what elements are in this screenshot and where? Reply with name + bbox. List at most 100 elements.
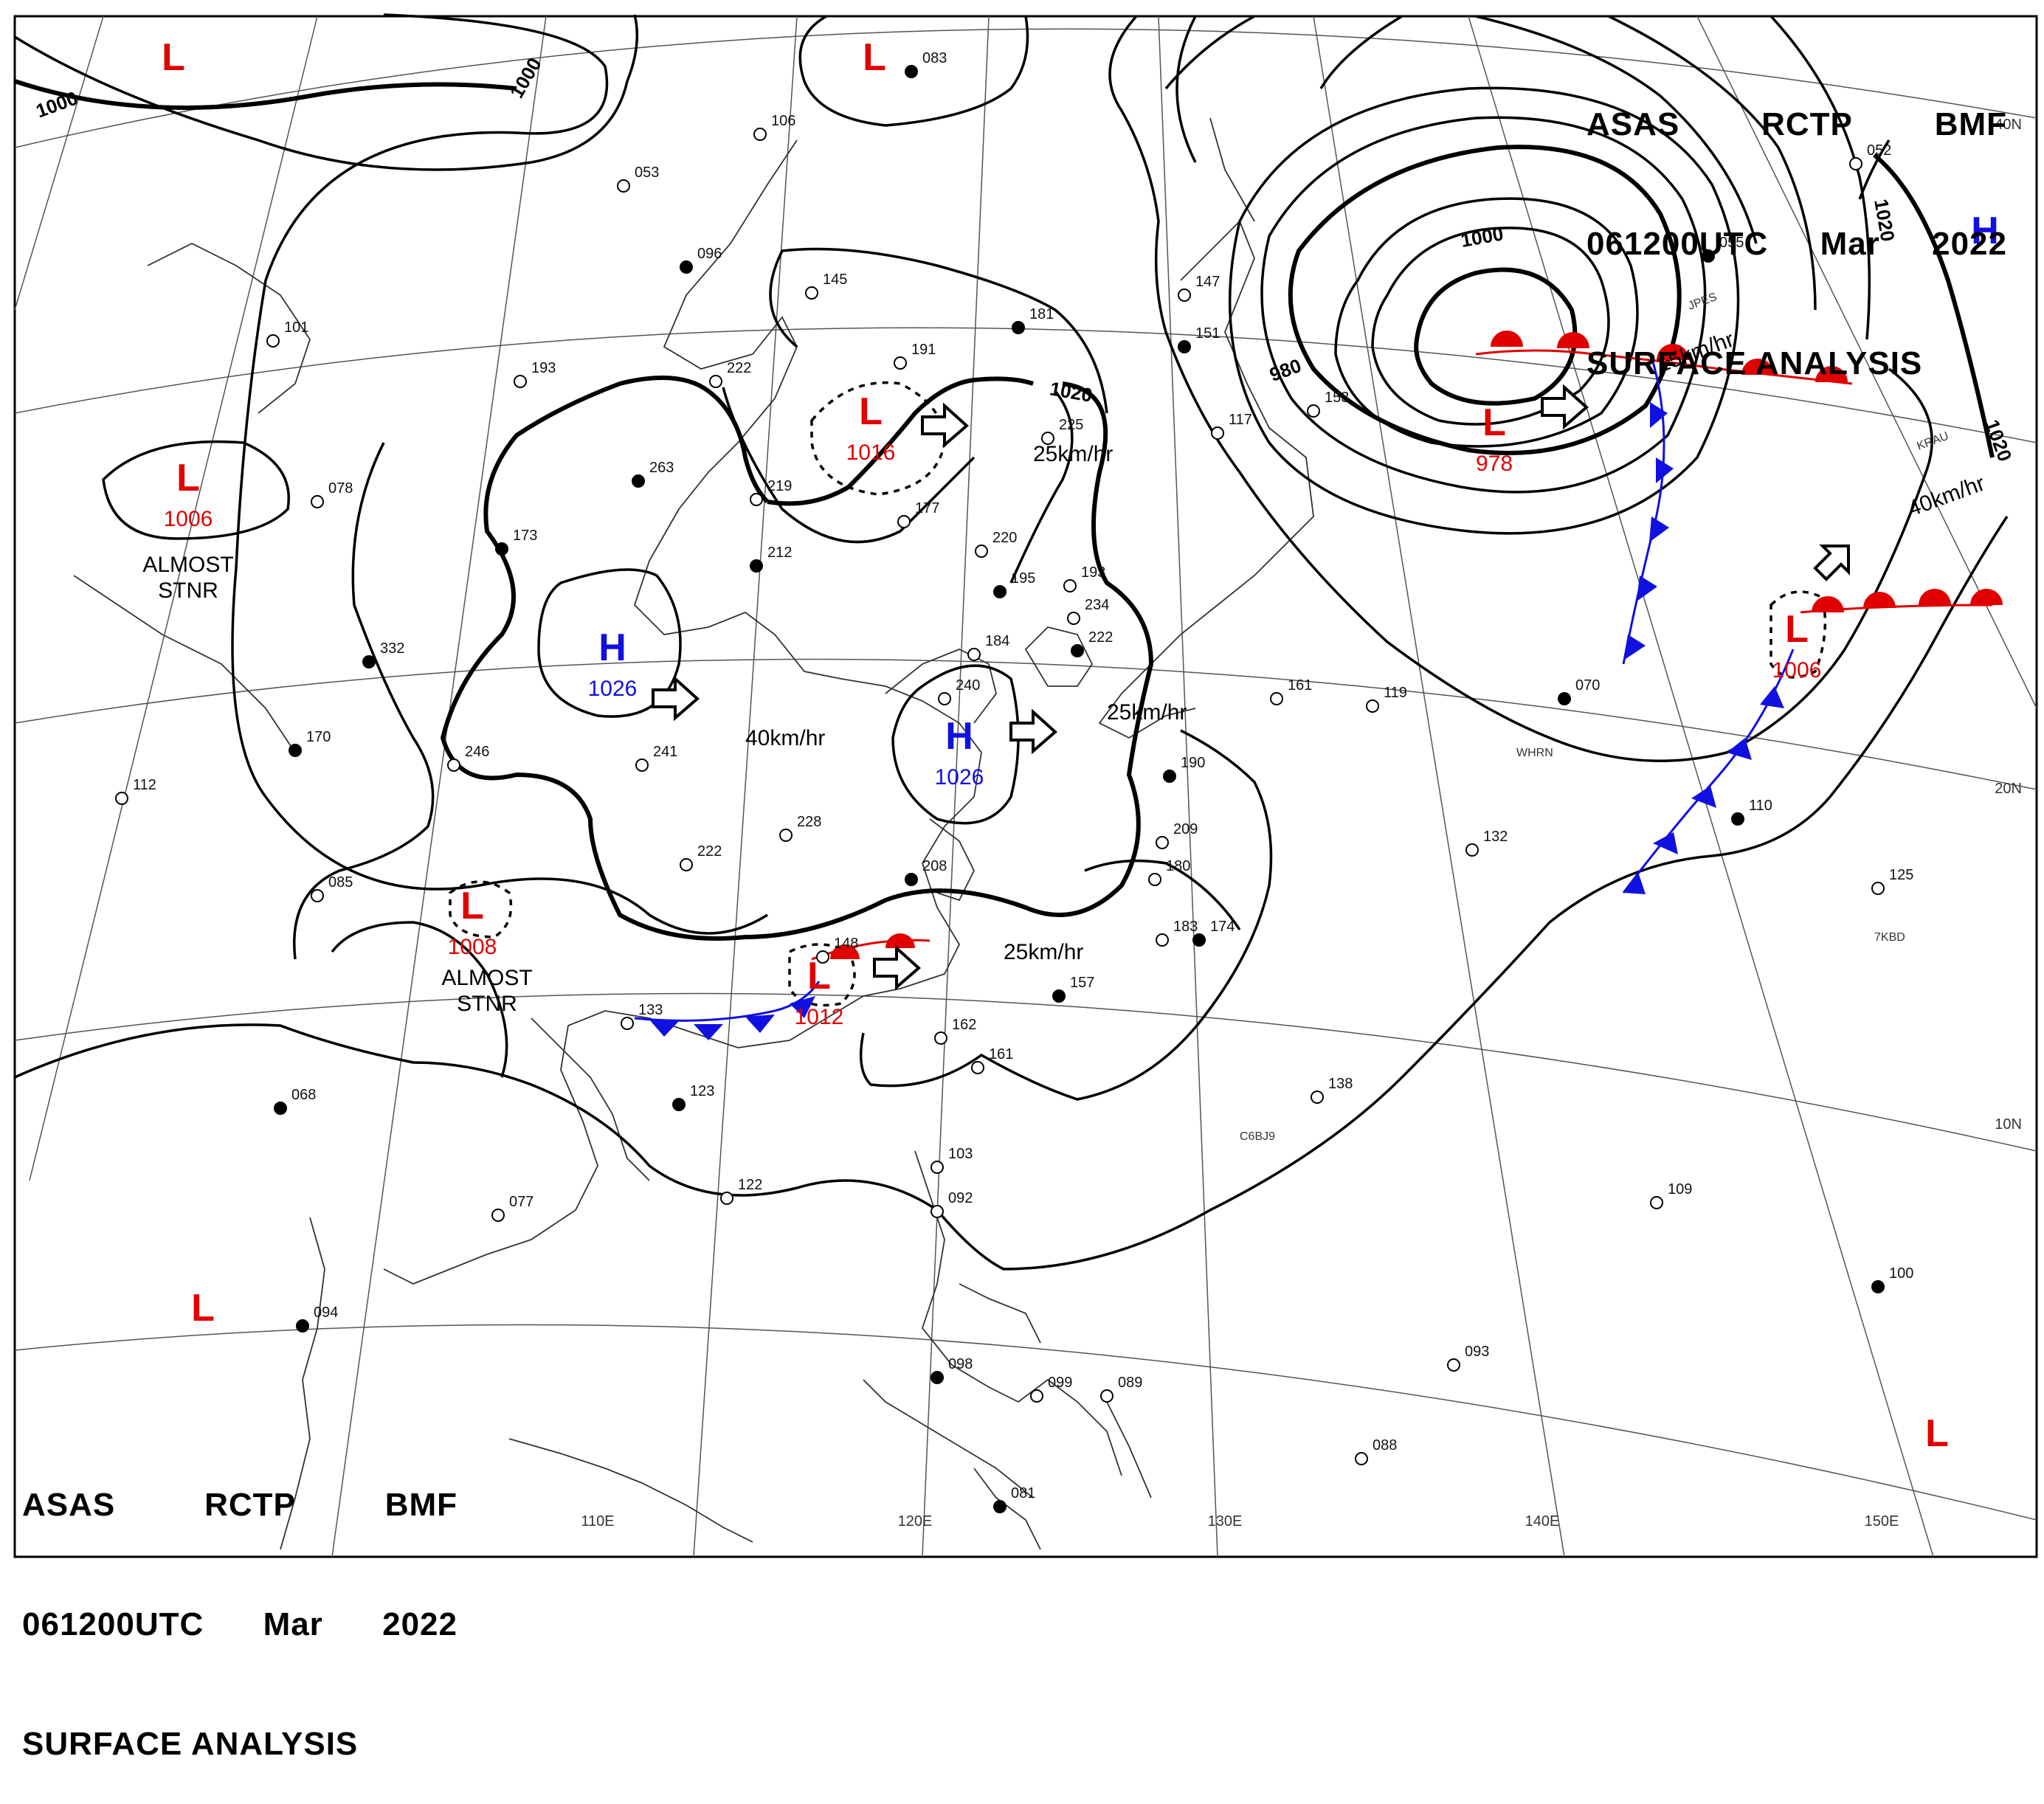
station-marker (672, 1098, 686, 1111)
center-pressure-value: 1026 (588, 677, 638, 701)
station-marker (1871, 1280, 1885, 1293)
station-marker (1178, 288, 1191, 302)
station-marker (930, 1371, 944, 1384)
title-station: RCTP (204, 1487, 296, 1523)
station-marker (897, 515, 911, 528)
cold-front-3 (634, 981, 821, 1040)
station-pressure: 096 (697, 246, 722, 262)
title-month: Mar (263, 1606, 323, 1642)
station-pressure: 191 (911, 342, 936, 358)
station-marker (750, 559, 763, 573)
station-marker (447, 758, 460, 772)
cold-front-1 (1622, 361, 1674, 665)
station-marker (805, 286, 818, 300)
station-marker (1311, 1091, 1324, 1104)
station-pressure: 161 (1288, 677, 1312, 694)
cold-front-2 (1622, 649, 1795, 894)
station-marker (362, 655, 376, 668)
station-pressure: 068 (291, 1087, 316, 1103)
station-pressure: 101 (284, 319, 308, 336)
station-marker (1067, 612, 1080, 625)
station-pressure: 078 (328, 480, 353, 497)
station-marker (1030, 1389, 1043, 1403)
station-marker (1270, 692, 1283, 705)
station-pressure: 161 (989, 1046, 1013, 1062)
station-pressure: 193 (531, 360, 556, 376)
station-marker (274, 1102, 287, 1115)
high-center-letter: H (945, 715, 973, 758)
station-pressure: 055 (1719, 235, 1744, 251)
isobars (14, 13, 2009, 1271)
station-pressure: 181 (1029, 306, 1054, 322)
isobar-label: 1020 (1981, 417, 2016, 465)
low-center-letter: L (176, 457, 200, 500)
station-marker (816, 950, 829, 964)
station-marker (296, 1319, 309, 1333)
low-center-letter: L (859, 390, 883, 433)
station-pressure: 099 (1048, 1375, 1072, 1391)
station-pressure: 240 (956, 677, 980, 694)
station-pressure: 241 (653, 744, 677, 760)
station-pressure: 222 (697, 843, 722, 860)
station-pressure: 052 (1867, 142, 1891, 159)
station-pressure: 138 (1328, 1076, 1353, 1092)
longitude-label: 140E (1525, 1513, 1560, 1530)
station-marker (289, 744, 302, 757)
station-marker (115, 792, 128, 805)
station-pressure: 110 (1749, 798, 1772, 814)
station-pressure: 157 (1070, 975, 1094, 991)
station-pressure: 132 (1483, 829, 1508, 845)
title-year: 2022 (1932, 226, 2007, 262)
warm-front-2 (1800, 589, 2003, 614)
station-pressure: 085 (328, 874, 353, 891)
station-marker (1052, 989, 1066, 1003)
motion-arrows (652, 384, 1850, 991)
station-marker (266, 334, 280, 348)
low-center-letter: L (191, 1287, 215, 1330)
station-pressure: 225 (1059, 417, 1083, 433)
longitude-label: 150E (1865, 1513, 1899, 1530)
station-pressure: 100 (1889, 1265, 1913, 1282)
station-pressure: 153 (1325, 390, 1349, 406)
station-marker (1156, 933, 1169, 947)
station-plots: 083 106 053 096 145 191 181 225 222 263 193 219 212 1… (115, 50, 1913, 1513)
motion-speed-label: 40km/hr (1905, 471, 1988, 522)
station-pressure: 081 (1011, 1485, 1035, 1501)
low-center-letter: L (162, 36, 185, 79)
station-marker (1650, 1196, 1663, 1209)
station-marker (621, 1017, 634, 1030)
station-pressure: 077 (509, 1194, 534, 1210)
title-product: BMF (1934, 106, 2007, 142)
title-product: BMF (384, 1487, 458, 1523)
center-pressure-value: 1008 (448, 935, 497, 959)
station-pressure: 093 (1465, 1344, 1489, 1360)
low-center-letter: L (460, 885, 484, 927)
station-marker (635, 758, 649, 772)
station-marker (1041, 432, 1054, 445)
longitude-label: 110E (581, 1513, 614, 1530)
station-pressure: 070 (1575, 677, 1600, 694)
station-pressure: 222 (1088, 629, 1113, 646)
station-marker (930, 1205, 944, 1218)
chart-title-top: ASAS RCTP BMF 061200UTC Mar 2022 SURFACE ANA… (1586, 25, 2007, 424)
station-pressure: 109 (1668, 1181, 1692, 1198)
station-pressure: 209 (1173, 821, 1198, 837)
stationary-note: STNR (457, 992, 517, 1016)
low-center-letter: L (1925, 1412, 1949, 1455)
station-pressure: 083 (922, 50, 947, 66)
ship-identifier: WHRN (1516, 747, 1553, 759)
station-marker (905, 873, 918, 886)
station-pressure: 332 (380, 640, 404, 657)
title-time: 061200UTC (22, 1606, 204, 1642)
station-pressure: 088 (1373, 1437, 1397, 1454)
center-pressure-value: 978 (1476, 452, 1513, 476)
title-subtitle: SURFACE ANALYSIS (1586, 345, 1923, 381)
station-marker (750, 493, 763, 506)
station-pressure: 170 (306, 729, 331, 745)
station-marker (1211, 426, 1224, 440)
station-marker (934, 1031, 947, 1045)
station-pressure: 112 (133, 777, 156, 793)
longitude-label: 120E (898, 1513, 933, 1530)
station-marker (1148, 873, 1161, 886)
station-pressure: 089 (1118, 1375, 1142, 1391)
